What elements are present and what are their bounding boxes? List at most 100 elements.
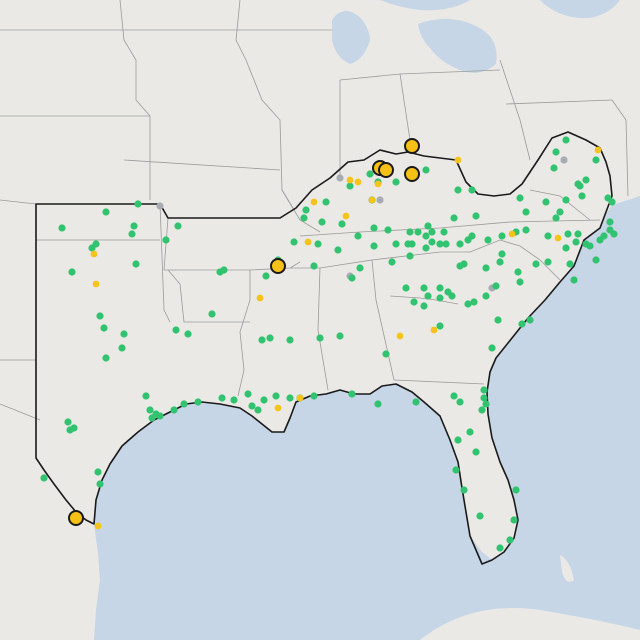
marker-green[interactable] xyxy=(334,246,342,254)
marker-green[interactable] xyxy=(484,236,492,244)
marker-green[interactable] xyxy=(216,268,224,276)
marker-yellow[interactable] xyxy=(374,180,382,188)
marker-green[interactable] xyxy=(414,228,422,236)
marker-yellow[interactable] xyxy=(594,146,602,154)
marker-green[interactable] xyxy=(562,244,570,252)
marker-yellow[interactable] xyxy=(368,196,376,204)
marker-green[interactable] xyxy=(570,276,578,284)
marker-green[interactable] xyxy=(338,220,346,228)
marker-green[interactable] xyxy=(132,260,140,268)
marker-green[interactable] xyxy=(556,208,564,216)
marker-green[interactable] xyxy=(392,178,400,186)
marker-green[interactable] xyxy=(562,196,570,204)
marker-green[interactable] xyxy=(184,330,192,338)
marker-green[interactable] xyxy=(482,292,490,300)
marker-yellow[interactable] xyxy=(508,230,516,238)
marker-green[interactable] xyxy=(366,170,374,178)
marker-green[interactable] xyxy=(544,232,552,240)
marker-green[interactable] xyxy=(354,232,362,240)
marker-green[interactable] xyxy=(346,182,354,190)
marker-green[interactable] xyxy=(384,226,392,234)
marker-yellow[interactable] xyxy=(92,280,100,288)
marker-green[interactable] xyxy=(596,236,604,244)
marker-yellow[interactable] xyxy=(304,238,312,246)
marker-green[interactable] xyxy=(156,412,164,420)
marker-green[interactable] xyxy=(356,264,364,272)
marker-green[interactable] xyxy=(374,400,382,408)
marker-green[interactable] xyxy=(466,428,474,436)
marker-green[interactable] xyxy=(388,258,396,266)
marker-green[interactable] xyxy=(244,390,252,398)
marker-green[interactable] xyxy=(464,300,472,308)
marker-yellow[interactable] xyxy=(554,234,562,242)
marker-green[interactable] xyxy=(314,240,322,248)
marker-large-yellow[interactable] xyxy=(378,162,394,178)
marker-green[interactable] xyxy=(470,298,478,306)
marker-green[interactable] xyxy=(516,194,524,202)
marker-green[interactable] xyxy=(248,402,256,410)
marker-green[interactable] xyxy=(40,474,48,482)
marker-green[interactable] xyxy=(208,310,216,318)
marker-green[interactable] xyxy=(420,302,428,310)
marker-green[interactable] xyxy=(442,240,450,248)
marker-green[interactable] xyxy=(572,238,580,246)
marker-green[interactable] xyxy=(592,156,600,164)
marker-green[interactable] xyxy=(542,198,550,206)
marker-green[interactable] xyxy=(456,240,464,248)
marker-green[interactable] xyxy=(574,230,582,238)
marker-layer[interactable] xyxy=(40,136,618,552)
marker-green[interactable] xyxy=(218,394,226,402)
marker-gray[interactable] xyxy=(156,202,164,210)
marker-green[interactable] xyxy=(550,164,558,172)
marker-green[interactable] xyxy=(482,264,490,272)
marker-green[interactable] xyxy=(456,262,464,270)
marker-green[interactable] xyxy=(468,232,476,240)
marker-green[interactable] xyxy=(498,232,506,240)
marker-green[interactable] xyxy=(146,406,154,414)
marker-large-yellow[interactable] xyxy=(68,510,84,526)
marker-green[interactable] xyxy=(436,322,444,330)
marker-green[interactable] xyxy=(522,208,530,216)
marker-green[interactable] xyxy=(286,336,294,344)
marker-green[interactable] xyxy=(370,242,378,250)
marker-green[interactable] xyxy=(448,292,456,300)
marker-yellow[interactable] xyxy=(256,294,264,302)
marker-green[interactable] xyxy=(300,214,308,222)
marker-green[interactable] xyxy=(348,274,356,282)
marker-gray[interactable] xyxy=(560,156,568,164)
marker-yellow[interactable] xyxy=(274,404,282,412)
marker-green[interactable] xyxy=(564,230,572,238)
marker-green[interactable] xyxy=(428,228,436,236)
marker-yellow[interactable] xyxy=(310,198,318,206)
marker-green[interactable] xyxy=(436,284,444,292)
marker-green[interactable] xyxy=(440,228,448,236)
marker-green[interactable] xyxy=(472,212,480,220)
marker-green[interactable] xyxy=(532,260,540,268)
marker-green[interactable] xyxy=(424,292,432,300)
marker-green[interactable] xyxy=(402,284,410,292)
marker-green[interactable] xyxy=(478,406,486,414)
marker-green[interactable] xyxy=(64,418,72,426)
marker-green[interactable] xyxy=(526,316,534,324)
marker-green[interactable] xyxy=(58,224,66,232)
marker-green[interactable] xyxy=(422,244,430,252)
marker-green[interactable] xyxy=(180,400,188,408)
marker-green[interactable] xyxy=(412,398,420,406)
marker-green[interactable] xyxy=(428,238,436,246)
marker-green[interactable] xyxy=(392,240,400,248)
marker-green[interactable] xyxy=(88,244,96,252)
marker-green[interactable] xyxy=(66,426,74,434)
marker-green[interactable] xyxy=(518,320,526,328)
marker-green[interactable] xyxy=(260,396,268,404)
marker-green[interactable] xyxy=(406,252,414,260)
marker-green[interactable] xyxy=(472,448,480,456)
marker-green[interactable] xyxy=(512,486,520,494)
marker-large-yellow[interactable] xyxy=(404,138,420,154)
marker-green[interactable] xyxy=(522,226,530,234)
marker-green[interactable] xyxy=(468,186,476,194)
marker-green[interactable] xyxy=(456,398,464,406)
marker-green[interactable] xyxy=(162,236,170,244)
marker-green[interactable] xyxy=(130,222,138,230)
marker-yellow[interactable] xyxy=(94,522,102,530)
